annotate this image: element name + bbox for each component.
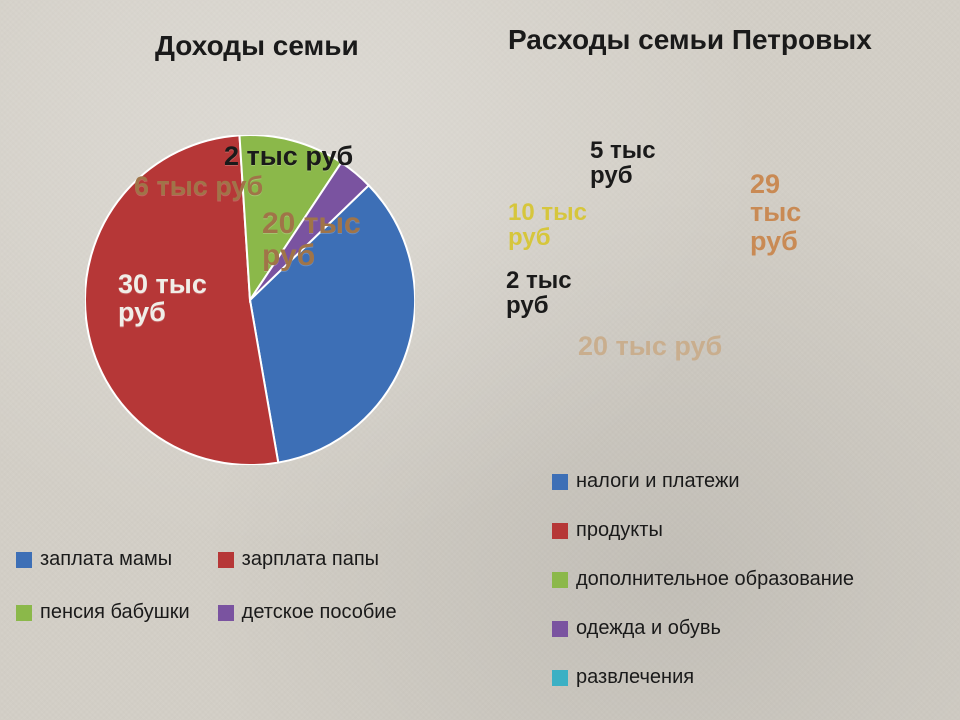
legend-item: одежда и обувь (552, 617, 854, 640)
legend-label: зарплата папы (242, 548, 379, 571)
expense-label-fun: 20 тыс руб (578, 332, 722, 360)
expense-label-clothes: 2 тыс руб (506, 268, 572, 318)
legend-swatch (16, 605, 32, 621)
income-legend: заплата мамы зарплата папы пенсия бабушки д… (16, 548, 397, 624)
expenses-legend: налоги и платежи продукты дополнительное о… (552, 470, 854, 715)
legend-item: развлечения (552, 666, 854, 689)
legend-label: развлечения (576, 666, 694, 689)
expense-label-education: 10 тыс руб (508, 200, 587, 250)
legend-item: заплата мамы (16, 548, 190, 571)
legend-swatch (552, 670, 568, 686)
expense-label-taxes: 5 тыс руб (590, 138, 656, 188)
pie-slice-label: 6 тыс руб (134, 172, 263, 200)
expense-label-products: 29 тыс руб (750, 170, 801, 255)
legend-item: дополнительное образование (552, 568, 854, 591)
pie-slice-label: 2 тыс руб (224, 142, 353, 170)
expenses-title: Расходы семьи Петровых (508, 24, 872, 56)
legend-swatch (552, 572, 568, 588)
legend-swatch (552, 621, 568, 637)
legend-label: налоги и платежи (576, 470, 740, 493)
legend-label: одежда и обувь (576, 617, 721, 640)
pie-slice-label: 30 тыс руб (118, 270, 207, 327)
income-title: Доходы семьи (155, 30, 359, 62)
legend-label: продукты (576, 519, 663, 542)
legend-item: детское пособие (218, 601, 397, 624)
legend-swatch (552, 523, 568, 539)
legend-label: дополнительное образование (576, 568, 854, 591)
legend-swatch (218, 552, 234, 568)
legend-item: налоги и платежи (552, 470, 854, 493)
legend-label: детское пособие (242, 601, 397, 624)
legend-swatch (16, 552, 32, 568)
legend-label: пенсия бабушки (40, 601, 190, 624)
legend-item: пенсия бабушки (16, 601, 190, 624)
legend-swatch (218, 605, 234, 621)
legend-swatch (552, 474, 568, 490)
legend-item: зарплата папы (218, 548, 397, 571)
legend-label: заплата мамы (40, 548, 172, 571)
legend-item: продукты (552, 519, 854, 542)
pie-slice-label: 20 тыс руб (262, 208, 361, 271)
